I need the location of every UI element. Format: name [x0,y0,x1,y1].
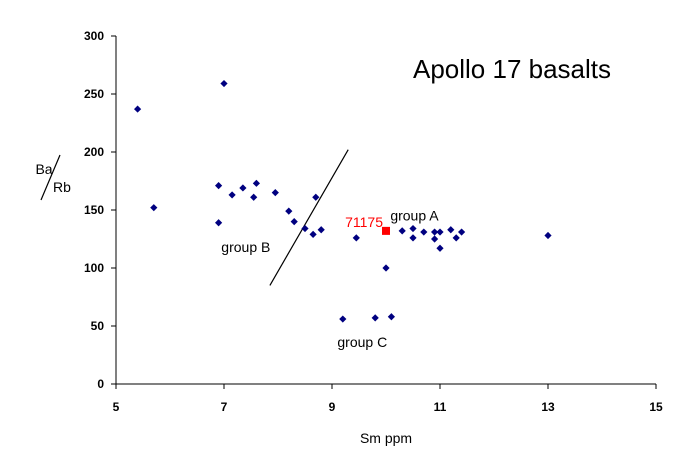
data-point [420,228,428,236]
highlighted-sample-point [382,226,390,235]
data-point [409,224,417,233]
data-point [285,207,293,215]
y-tick-label: 0 [97,377,104,391]
group-divider-line [269,149,349,286]
data-point [436,228,444,236]
data-point [544,231,552,240]
x-tick-label: 11 [434,400,447,414]
data-point [250,193,258,201]
data-point [339,315,347,323]
axes [115,36,656,385]
data-point [436,244,444,252]
data-point [220,79,228,88]
data-points: 71175 [134,79,552,323]
y-tick-label: 200 [84,145,104,159]
data-point [312,193,320,201]
data-point [215,219,223,227]
data-point [458,228,466,236]
chart-labels: Apollo 17 basalts Sm ppm Ba Rb [35,54,611,446]
annotations: group A group B group C [221,207,439,349]
group-annotation: group A [390,207,439,223]
data-point [228,191,236,199]
group-annotation: group C [337,334,387,350]
x-tick-label: 15 [649,400,663,414]
y-tick-label: 250 [84,87,104,101]
data-point [290,218,298,226]
data-point [352,234,360,242]
data-point [387,313,395,321]
data-point [382,264,390,272]
x-axis-title: Sm ppm [360,430,412,446]
y-tick-label: 100 [84,261,104,275]
data-point [301,224,309,233]
chart-title: Apollo 17 basalts [413,54,611,84]
x-tick-label: 13 [541,400,555,414]
y-axis-title-denominator: Rb [53,179,71,195]
divider-line-group [269,149,349,286]
group-annotation: group B [221,239,270,255]
data-point [239,184,247,192]
data-point [134,105,142,113]
data-point [431,235,439,243]
y-tick-label: 150 [84,203,104,217]
data-point [317,226,325,234]
y-axis-title-fraction-slash [40,154,61,201]
y-axis-title-numerator: Ba [35,161,52,177]
x-tick-label: 9 [329,400,336,414]
data-point [252,179,260,187]
data-point [452,234,460,242]
data-point [371,314,379,322]
data-point [447,226,455,234]
data-point [309,230,317,238]
data-point [215,182,223,190]
data-point [150,204,158,212]
data-point [409,234,417,242]
y-tick-label: 50 [91,319,105,333]
highlighted-sample-label: 71175 [345,214,383,230]
x-tick-label: 7 [221,400,228,414]
data-point [271,189,279,197]
data-point [398,227,406,235]
y-tick-label: 300 [84,29,104,43]
data-point [431,228,439,236]
x-tick-label: 5 [113,400,120,414]
